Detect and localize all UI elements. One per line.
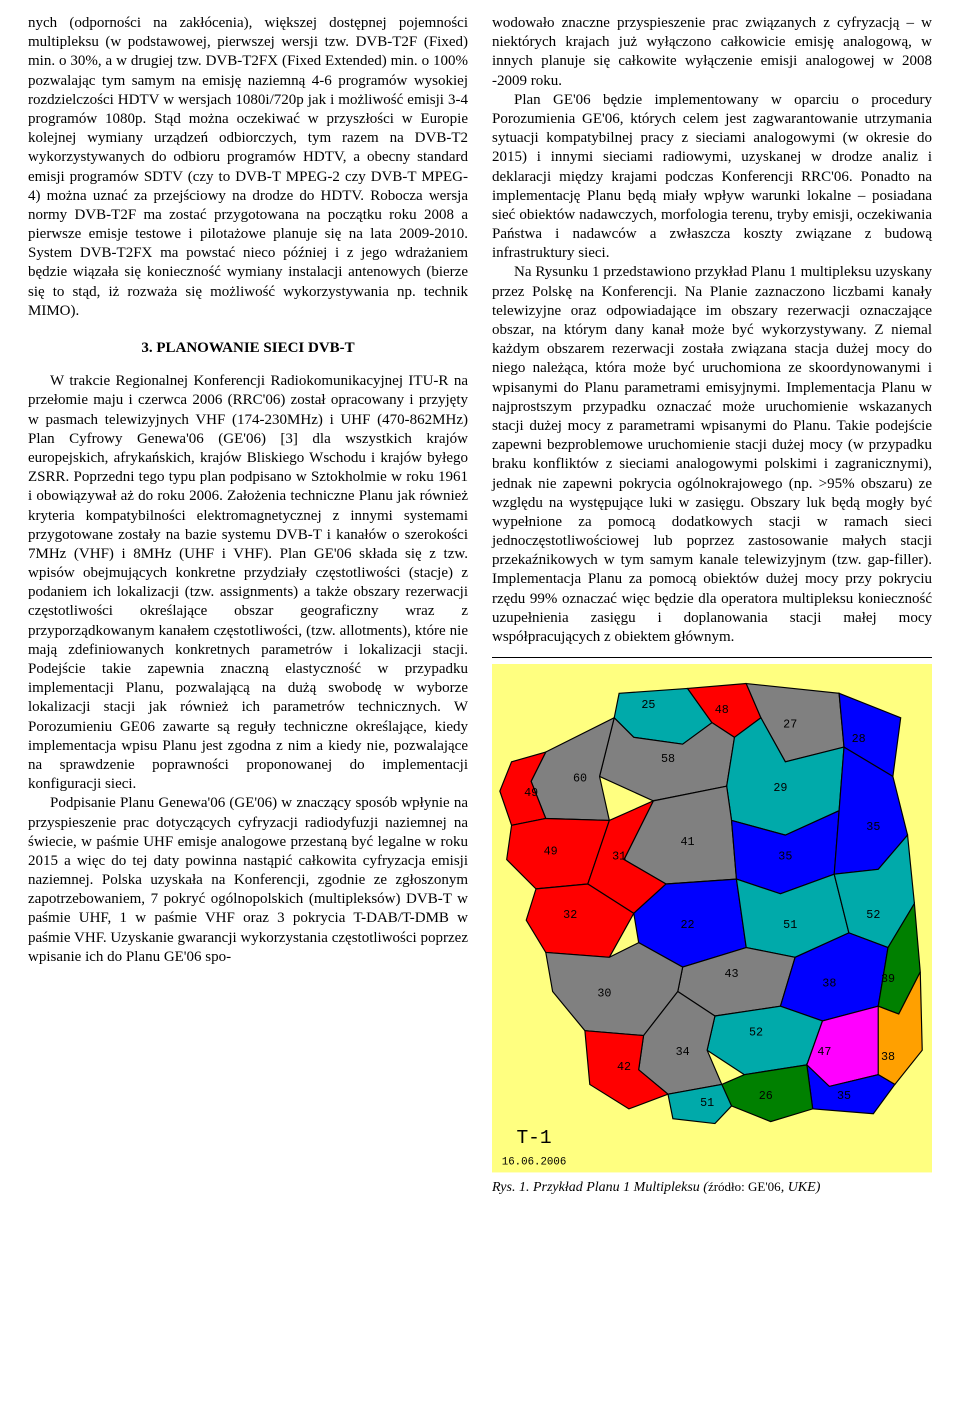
caption-prefix: Rys. 1. Przykład Planu 1 Multipleksu (	[492, 1180, 708, 1195]
figure-1: 25 48 27 28 58 60 49 29 49 41 31 35 35 32 22 51 52 43 38 39…	[492, 657, 932, 1196]
map-t1-label: T-1	[516, 1127, 551, 1149]
map-region-label: 39	[881, 972, 895, 986]
map-region-label: 26	[759, 1089, 773, 1103]
map-region-label: 29	[773, 781, 787, 795]
map-region-label: 32	[563, 908, 577, 922]
map-region-label: 28	[852, 732, 866, 746]
map-region-label: 60	[573, 772, 587, 786]
map-region-label: 38	[822, 977, 836, 991]
map-region-label: 34	[676, 1045, 690, 1059]
right-paragraph-1: wodowało znaczne przyspieszenie prac zwi…	[492, 14, 932, 91]
right-paragraph-2: Plan GE'06 będzie implementowany w oparc…	[492, 91, 932, 264]
map-region-label: 49	[524, 786, 538, 800]
map-region-label: 35	[778, 850, 792, 864]
map-region-label: 22	[681, 918, 695, 932]
map-region-label: 31	[612, 850, 626, 864]
map-region-label: 38	[881, 1050, 895, 1064]
map-region-label: 42	[617, 1060, 631, 1074]
left-column: nych (odporności na zakłócenia), większe…	[28, 14, 468, 1197]
map-region-label: 51	[700, 1096, 714, 1110]
right-paragraph-3: Na Rysunku 1 przedstawiono przykład Plan…	[492, 263, 932, 647]
map-region-label: 43	[725, 967, 739, 981]
map-region-label: 47	[817, 1045, 831, 1059]
left-paragraph-1: nych (odporności na zakłócenia), większe…	[28, 14, 468, 321]
map-region-label: 52	[749, 1026, 763, 1040]
right-column: wodowało znaczne przyspieszenie prac zwi…	[492, 14, 932, 1197]
map-region-label: 35	[837, 1089, 851, 1103]
map-region-label: 30	[597, 987, 611, 1001]
map-region-label: 49	[544, 845, 558, 859]
map-region-label: 48	[715, 703, 729, 717]
map-region-label: 52	[866, 908, 880, 922]
figure-caption: Rys. 1. Przykład Planu 1 Multipleksu (źr…	[492, 1179, 932, 1197]
map-date-label: 16.06.2006	[502, 1157, 567, 1169]
section-heading-3: 3. PLANOWANIE SIECI DVB-T	[28, 339, 468, 358]
map-region-label: 51	[783, 918, 797, 932]
left-paragraph-3: Podpisanie Planu Genewa'06 (GE'06) w zna…	[28, 794, 468, 967]
caption-suffix: , UKE)	[781, 1180, 821, 1195]
map-region-label: 41	[681, 835, 695, 849]
map-region-label: 25	[641, 698, 655, 712]
map-region-label: 27	[783, 718, 797, 732]
caption-source: źródło: GE'06	[708, 1179, 781, 1194]
multiplex-plan-map: 25 48 27 28 58 60 49 29 49 41 31 35 35 32 22 51 52 43 38 39…	[492, 664, 932, 1172]
left-paragraph-2: W trakcie Regionalnej Konferencji Radiok…	[28, 372, 468, 794]
map-region-label: 35	[866, 820, 880, 834]
map-region-label: 58	[661, 752, 675, 766]
